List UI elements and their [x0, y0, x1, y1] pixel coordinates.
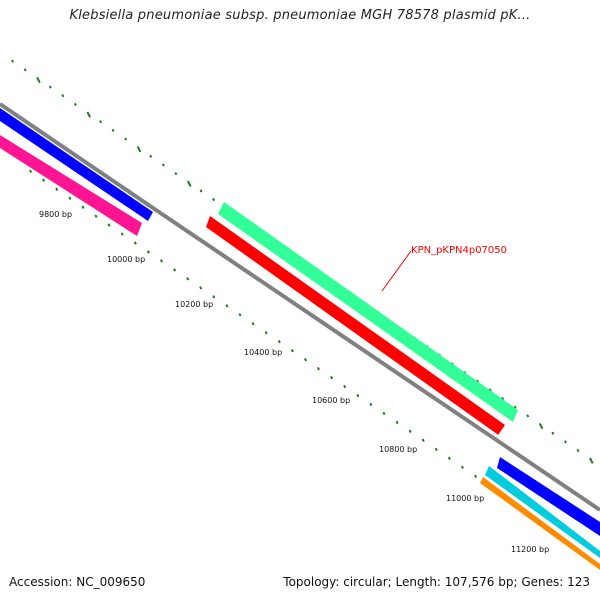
- minor-tick: [29, 169, 33, 173]
- minor-tick: [199, 189, 203, 193]
- minor-tick: [576, 448, 580, 453]
- minor-tick: [343, 384, 347, 389]
- major-tick: [187, 180, 192, 187]
- tick-label-10000: 10000 bp: [107, 255, 145, 264]
- minor-tick: [161, 163, 165, 167]
- minor-tick: [186, 277, 190, 281]
- minor-tick: [23, 68, 27, 72]
- backbone-upper: [0, 102, 155, 210]
- features: [0, 108, 600, 570]
- feature-gene-blue-upper[interactable]: [0, 108, 153, 221]
- callout-label[interactable]: KPN_pKPN4p07050: [411, 245, 507, 256]
- major-tick: [36, 76, 41, 84]
- tick-label-11200: 11200 bp: [511, 545, 549, 554]
- tick-label-9800: 9800 bp: [39, 210, 72, 219]
- genome-stats-label: Topology: circular; Length: 107,576 bp; …: [283, 575, 590, 589]
- minor-tick: [11, 59, 15, 63]
- minor-tick: [159, 259, 164, 263]
- minor-tick: [290, 348, 294, 353]
- minor-tick: [124, 137, 128, 141]
- minor-tick: [174, 172, 178, 176]
- minor-tick: [369, 402, 373, 407]
- minor-tick: [316, 366, 321, 371]
- minor-tick: [264, 331, 268, 335]
- minor-tick: [173, 268, 177, 272]
- feature-callout: KPN_pKPN4p07050: [381, 245, 507, 292]
- minor-tick: [81, 205, 85, 209]
- minor-tick: [133, 241, 137, 245]
- callout-leader-line: [381, 250, 412, 292]
- minor-tick: [120, 232, 124, 236]
- major-tick: [136, 146, 142, 153]
- minor-tick: [501, 396, 505, 401]
- minor-tick: [99, 120, 102, 124]
- major-tick: [538, 422, 544, 430]
- tick-label-10600: 10600 bp: [312, 396, 350, 405]
- feature-gene-seagreen[interactable]: [218, 202, 518, 422]
- minor-tick: [146, 250, 150, 254]
- minor-tick: [526, 414, 530, 418]
- minor-tick: [513, 405, 517, 409]
- tick-label-10400: 10400 bp: [244, 348, 282, 357]
- feature-gene-red[interactable]: [206, 216, 505, 435]
- minor-tick: [225, 304, 229, 308]
- backbone: [0, 102, 600, 512]
- minor-tick: [55, 187, 59, 191]
- tick-labels: 9800 bp 10000 bp 10200 bp 10400 bp 10600…: [39, 210, 549, 554]
- feature-gene-magenta[interactable]: [0, 135, 142, 236]
- minor-tick: [199, 286, 203, 290]
- tick-label-11000: 11000 bp: [446, 494, 484, 503]
- minor-tick: [330, 375, 334, 380]
- minor-tick: [460, 465, 465, 469]
- feature-gene-blue-lower[interactable]: [497, 457, 600, 536]
- minor-tick: [94, 214, 98, 218]
- minor-tick: [48, 85, 52, 89]
- minor-tick: [421, 438, 425, 443]
- minor-tick: [474, 474, 478, 478]
- tick-label-10200: 10200 bp: [175, 300, 213, 309]
- minor-tick: [149, 154, 153, 158]
- minor-tick: [356, 393, 360, 398]
- tick-label-10800: 10800 bp: [379, 445, 417, 454]
- minor-tick: [68, 196, 72, 200]
- minor-tick: [73, 102, 77, 106]
- minor-tick: [212, 197, 216, 202]
- minor-tick: [212, 295, 216, 299]
- minor-tick: [107, 223, 111, 227]
- major-tick: [86, 111, 91, 118]
- minor-tick: [277, 339, 281, 344]
- minor-tick: [303, 357, 308, 362]
- map-title: Klebsiella pneumoniae subsp. pneumoniae …: [69, 8, 531, 23]
- minor-tick: [447, 456, 451, 461]
- minor-tick: [395, 420, 399, 425]
- minor-tick: [408, 429, 412, 434]
- minor-tick: [551, 431, 555, 435]
- major-tick: [589, 457, 594, 464]
- minor-tick: [42, 178, 46, 182]
- minor-tick: [564, 440, 567, 444]
- minor-tick: [434, 447, 438, 452]
- minor-tick: [251, 322, 255, 326]
- minor-tick: [111, 128, 115, 132]
- minor-tick: [61, 94, 65, 98]
- minor-tick: [238, 313, 242, 317]
- feature-gene-orange[interactable]: [480, 477, 600, 570]
- accession-label: Accession: NC_009650: [9, 575, 146, 589]
- minor-tick: [382, 411, 386, 416]
- backbone-main: [151, 206, 600, 512]
- feature-gene-cyan[interactable]: [485, 466, 600, 558]
